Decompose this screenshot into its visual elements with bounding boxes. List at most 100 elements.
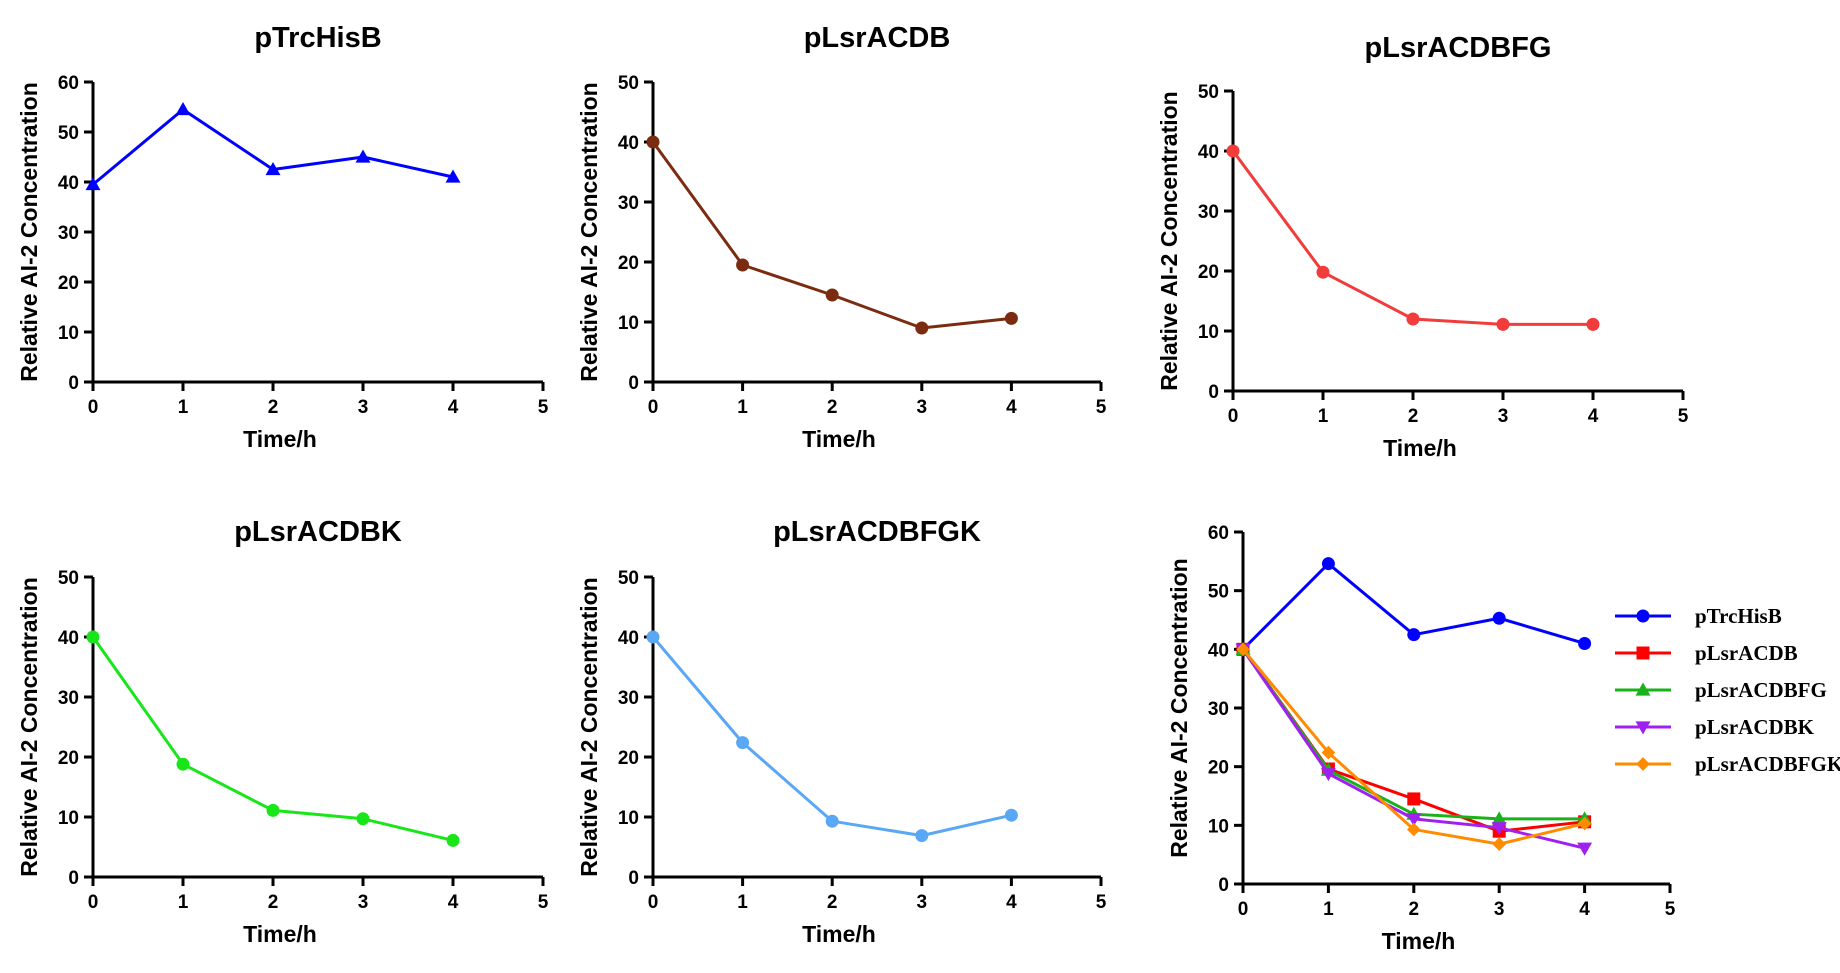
data-point [915, 829, 929, 843]
x-tick-label: 2 [1409, 899, 1420, 920]
y-tick-label: 10 [1198, 322, 1219, 343]
y-tick-label: 50 [618, 568, 639, 589]
data-point [1496, 317, 1510, 331]
x-tick-label: 4 [1006, 892, 1017, 913]
x-tick-label: 5 [538, 892, 549, 913]
data-point [1236, 642, 1250, 657]
data-point [1406, 312, 1420, 326]
y-tick-label: 40 [1208, 640, 1229, 661]
y-tick-label: 50 [58, 568, 79, 589]
data-point [1586, 317, 1600, 331]
y-axis-label: Relative AI-2 Concentration [576, 82, 602, 381]
data-point [175, 102, 191, 116]
data-point [1406, 822, 1421, 837]
data-point [1578, 636, 1592, 650]
y-tick-label: 30 [1198, 202, 1219, 223]
y-tick-label: 0 [1218, 875, 1229, 896]
series-1 [85, 102, 461, 191]
data-point [1004, 311, 1018, 325]
x-tick-label: 5 [1678, 406, 1689, 427]
y-axis-label: Relative AI-2 Concentration [1166, 558, 1192, 857]
x-axis-label: Time/h [243, 921, 317, 947]
y-tick-label: 10 [618, 808, 639, 829]
x-tick-label: 4 [1579, 899, 1590, 920]
x-tick-label: 3 [358, 397, 369, 418]
x-tick-label: 3 [1498, 406, 1509, 427]
chart-panel-6: 0 10 20 30 40 50 60 0 1 2 3 4 5 Time/h Relative AI-2 C… [1166, 523, 1840, 954]
data-point [1316, 265, 1330, 279]
y-tick-label: 30 [618, 688, 639, 709]
x-tick-label: 1 [737, 892, 748, 913]
y-tick-label: 30 [58, 223, 79, 244]
x-tick-label: 3 [358, 892, 369, 913]
data-point [266, 803, 280, 817]
series-1 [86, 630, 460, 847]
x-tick-label: 2 [268, 892, 279, 913]
series-pTrcHisB [1236, 557, 1592, 656]
y-tick-label: 0 [68, 868, 79, 889]
y-tick-label: 30 [58, 688, 79, 709]
x-tick-label: 5 [1665, 899, 1676, 920]
data-point [1226, 144, 1240, 158]
series-1 [1226, 144, 1600, 331]
y-tick-label: 40 [58, 628, 79, 649]
y-tick-label: 40 [58, 173, 79, 194]
x-tick-label: 1 [737, 397, 748, 418]
data-point [356, 812, 370, 826]
y-tick-label: 20 [58, 273, 79, 294]
x-tick-label: 2 [1408, 406, 1419, 427]
y-tick-label: 50 [1198, 82, 1219, 103]
x-tick-label: 4 [448, 892, 459, 913]
data-point [445, 169, 461, 183]
y-tick-label: 20 [58, 748, 79, 769]
y-tick-label: 10 [58, 323, 79, 344]
y-tick-label: 20 [1208, 758, 1229, 779]
y-tick-label: 10 [1208, 816, 1229, 837]
y-axis-label: Relative AI-2 Concentration [576, 577, 602, 876]
legend-swatch-marker [1636, 609, 1650, 623]
y-tick-label: 50 [618, 73, 639, 94]
chart-panel-5: pLsrACDBFGK 0 10 20 30 40 50 0 1 2 3 4 5 Time/h Relati… [576, 516, 1107, 947]
series-1 [646, 630, 1018, 843]
data-point [86, 630, 100, 644]
legend-label: pTrcHisB [1695, 604, 1782, 628]
legend-item: pTrcHisB [1615, 604, 1782, 628]
x-tick-label: 1 [178, 892, 189, 913]
x-axis-label: Time/h [802, 921, 876, 947]
data-point [1577, 816, 1592, 831]
x-tick-label: 4 [448, 397, 459, 418]
x-tick-label: 0 [88, 397, 99, 418]
x-tick-label: 0 [648, 397, 659, 418]
x-tick-label: 0 [88, 892, 99, 913]
y-tick-label: 10 [58, 808, 79, 829]
x-tick-label: 2 [268, 397, 279, 418]
chart-panel-4: pLsrACDBK 0 10 20 30 40 50 0 1 2 3 4 5 Time/h Relative… [16, 516, 549, 947]
series-line [1231, 150, 1593, 326]
data-point [1407, 628, 1421, 642]
legend-swatch-marker [1636, 757, 1650, 771]
x-tick-label: 4 [1006, 397, 1017, 418]
data-point [1407, 792, 1421, 806]
data-point [176, 757, 190, 771]
y-tick-label: 20 [618, 748, 639, 769]
data-point [265, 162, 281, 176]
y-tick-label: 40 [618, 628, 639, 649]
y-tick-label: 30 [1208, 699, 1229, 720]
legend-label: pLsrACDBK [1695, 715, 1815, 739]
legend: pTrcHisB pLsrACDB pLsrACDBFG pLsrACDBK pLsrA… [1615, 604, 1840, 776]
y-tick-label: 10 [618, 313, 639, 334]
data-point [1492, 837, 1507, 851]
x-axis-label: Time/h [243, 426, 317, 452]
data-point [1491, 822, 1507, 836]
legend-item: pLsrACDBK [1615, 715, 1815, 739]
chart-panel-2: pLsrACDB 0 10 20 30 40 50 0 1 2 3 4 5 Time/h Relative … [576, 22, 1107, 452]
x-tick-label: 3 [917, 397, 928, 418]
y-axis-label: Relative AI-2 Concentration [1156, 91, 1182, 390]
x-axis-label: Time/h [1383, 435, 1457, 461]
x-tick-label: 0 [648, 892, 659, 913]
y-axis-label: Relative AI-2 Concentration [16, 82, 42, 381]
data-point [1004, 808, 1018, 822]
x-tick-label: 4 [1588, 406, 1599, 427]
legend-label: pLsrACDBFG [1695, 678, 1827, 702]
legend-label: pLsrACDBFGK [1695, 752, 1840, 776]
